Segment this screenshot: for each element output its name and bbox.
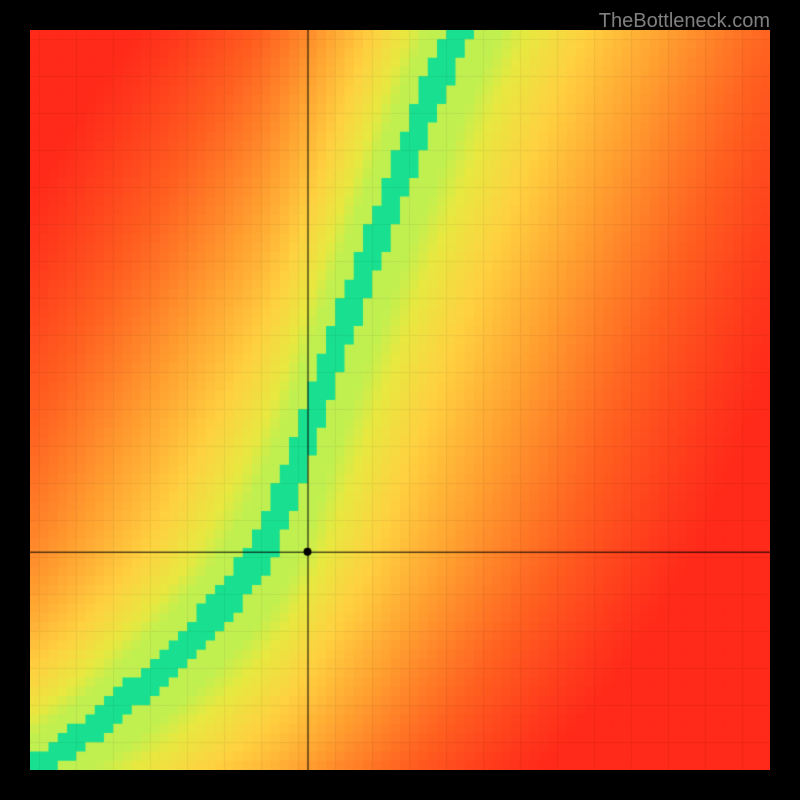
bottleneck-heatmap (30, 30, 770, 770)
heatmap-canvas (30, 30, 770, 770)
watermark-text: TheBottleneck.com (599, 10, 770, 33)
